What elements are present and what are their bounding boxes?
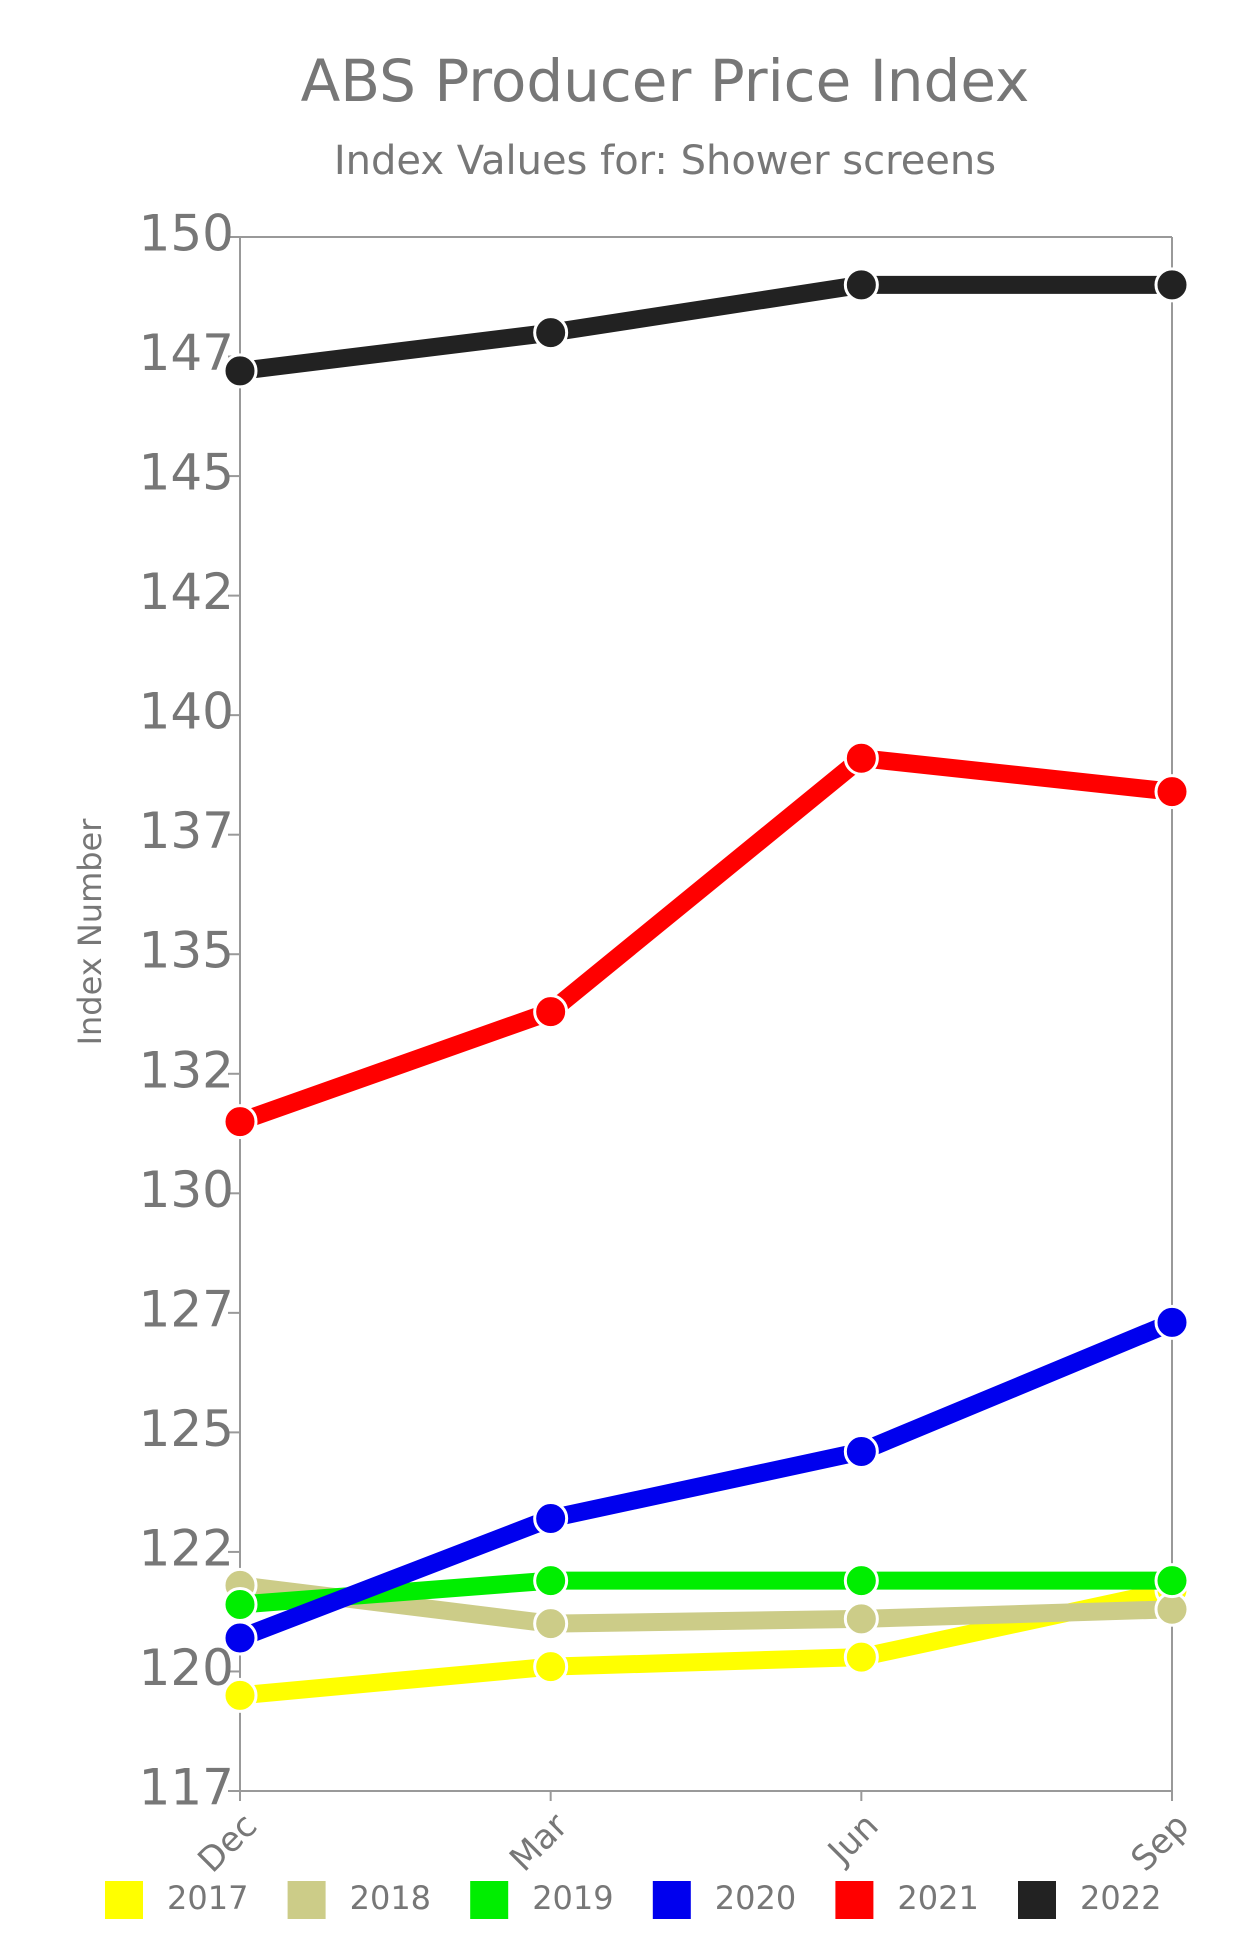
y-tick-label: 117 bbox=[139, 1759, 234, 1817]
legend-label: 2017 bbox=[167, 1879, 248, 1917]
y-axis-label: Index Number bbox=[71, 818, 109, 1046]
point bbox=[843, 1563, 879, 1599]
point bbox=[1154, 1304, 1190, 1340]
y-tick-label: 130 bbox=[139, 1161, 234, 1219]
point bbox=[222, 1104, 258, 1140]
legend-swatch bbox=[105, 1881, 143, 1919]
y-tick-label: 120 bbox=[139, 1639, 234, 1697]
point bbox=[222, 1587, 258, 1623]
y-tick-label: 127 bbox=[139, 1280, 234, 1338]
y-tick-label: 142 bbox=[139, 563, 234, 621]
point bbox=[843, 1434, 879, 1470]
y-tick-label: 125 bbox=[139, 1400, 234, 1458]
series-line bbox=[236, 1314, 1176, 1647]
point bbox=[222, 1620, 258, 1656]
legend-label: 2021 bbox=[897, 1879, 978, 1917]
point bbox=[843, 740, 879, 776]
series-line bbox=[239, 1581, 1174, 1705]
point bbox=[533, 1606, 569, 1642]
legend-swatch bbox=[652, 1881, 691, 1919]
point bbox=[1154, 1563, 1190, 1599]
legend-label: 2019 bbox=[532, 1879, 613, 1917]
series-line bbox=[238, 1576, 1173, 1633]
y-tick-label: 122 bbox=[139, 1519, 234, 1577]
legend-swatch bbox=[287, 1881, 326, 1919]
series-line bbox=[238, 275, 1172, 380]
point bbox=[533, 1563, 569, 1599]
chart-title: ABS Producer Price Index bbox=[301, 47, 1030, 115]
point bbox=[843, 1601, 879, 1637]
y-tick-label: 147 bbox=[139, 324, 234, 382]
legend-swatch bbox=[470, 1881, 509, 1919]
y-tick-label: 145 bbox=[139, 444, 234, 502]
point bbox=[533, 315, 569, 351]
series-line bbox=[239, 1571, 1172, 1614]
point bbox=[533, 1649, 569, 1685]
legend-label: 2022 bbox=[1080, 1879, 1161, 1917]
chart-subtitle: Index Values for: Shower screens bbox=[334, 138, 996, 184]
series-line bbox=[236, 749, 1173, 1131]
point bbox=[843, 1639, 879, 1675]
point bbox=[1154, 267, 1190, 303]
point bbox=[843, 267, 879, 303]
legend-swatch bbox=[835, 1881, 874, 1919]
legend-label: 2020 bbox=[715, 1879, 796, 1917]
legend-swatch bbox=[1018, 1881, 1056, 1919]
y-tick-label: 132 bbox=[139, 1041, 234, 1099]
y-tick-label: 135 bbox=[139, 922, 234, 980]
point bbox=[533, 994, 569, 1030]
point bbox=[1154, 774, 1190, 810]
y-tick-label: 137 bbox=[139, 802, 234, 860]
point bbox=[533, 1500, 569, 1536]
point bbox=[222, 1677, 258, 1713]
y-tick-label: 150 bbox=[139, 205, 234, 263]
y-tick-label: 140 bbox=[139, 683, 234, 741]
legend-label: 2018 bbox=[350, 1879, 431, 1917]
point bbox=[222, 353, 258, 389]
